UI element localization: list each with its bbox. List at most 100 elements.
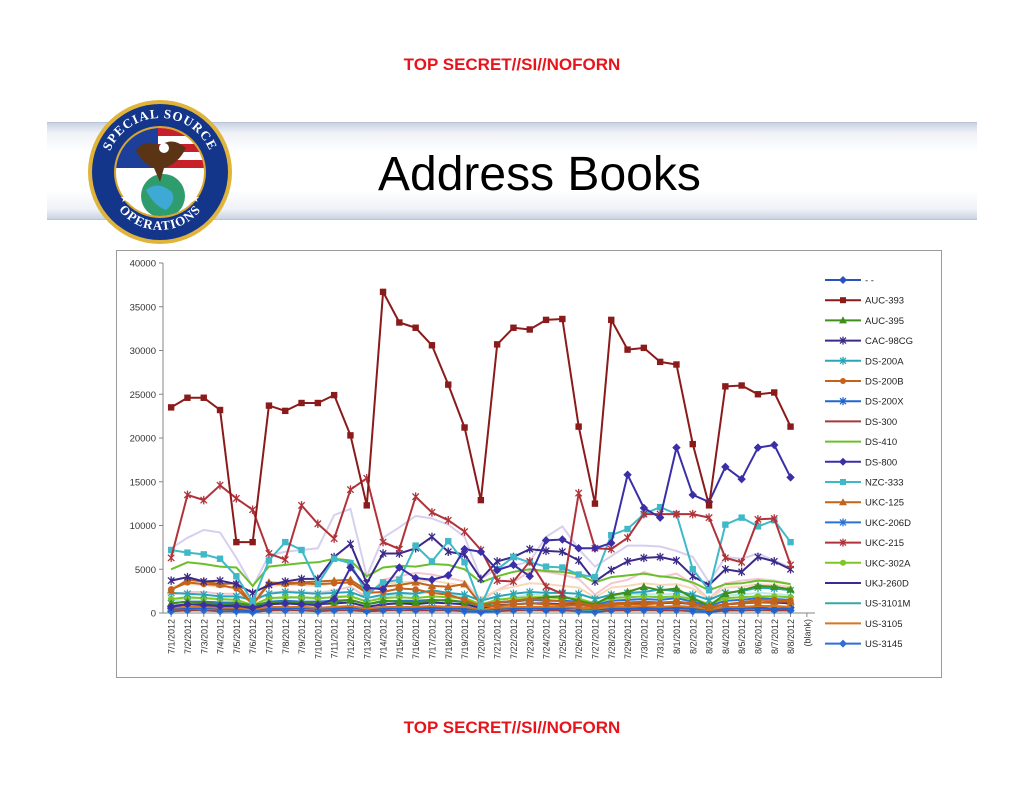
data-point-nzc-333	[754, 523, 762, 530]
data-point-ds-800	[753, 443, 763, 452]
x-tick-label: 7/22/2012	[509, 619, 519, 659]
x-tick-label: 8/8/2012	[786, 619, 796, 654]
data-point-auc-395	[623, 587, 632, 596]
data-point-ds-800	[460, 544, 469, 554]
x-tick-label: 7/28/2012	[607, 619, 617, 659]
y-tick-label: 15000	[130, 477, 156, 488]
data-point-nzc-333	[184, 549, 191, 556]
data-point-nzc-333	[705, 587, 713, 594]
special-source-operations-seal: ★ ★ ★ ★ SPECIAL SOURCE OPERATIONS	[88, 100, 232, 244]
data-point-auc-393	[656, 358, 664, 366]
x-tick-label: 7/26/2012	[574, 619, 584, 659]
data-point-auc-393	[542, 316, 550, 324]
data-point-nzc-333	[379, 579, 387, 586]
data-point-auc-393	[477, 496, 485, 504]
data-point-ds-200a	[232, 592, 241, 601]
data-point-auc-395	[688, 593, 697, 602]
data-point-nzc-333	[542, 563, 550, 570]
legend-marker	[839, 316, 847, 324]
data-point-auc-395	[753, 581, 763, 590]
x-tick-label: 7/5/2012	[232, 619, 242, 654]
data-point-ukc-302a	[673, 593, 680, 600]
data-point-auc-395	[655, 586, 665, 594]
data-point-ds-200b	[445, 591, 452, 598]
legend-label: DS-410	[865, 437, 897, 448]
data-point-ds-800	[590, 544, 600, 553]
data-point-auc-393	[738, 382, 745, 389]
data-point-ds-800	[623, 470, 632, 479]
data-point-ukc-125	[688, 599, 697, 607]
data-point-nzc-333	[591, 573, 599, 581]
legend-label: DS-300	[865, 417, 897, 428]
data-point-nzc-333	[216, 555, 224, 562]
data-point-auc-393	[787, 423, 794, 430]
data-point-ukc-125	[607, 599, 616, 607]
data-point-ds-200a	[200, 590, 208, 599]
data-point-nzc-333	[656, 503, 664, 511]
data-point-ukc-125	[704, 603, 714, 611]
data-point-cac-98cg	[721, 565, 730, 574]
data-point-auc-393	[200, 394, 207, 401]
data-point-ukc-215	[248, 505, 257, 514]
data-point-cac-98cg	[754, 552, 762, 562]
legend-label: UKC-302A	[865, 558, 911, 569]
data-point-auc-395	[607, 591, 616, 599]
data-point-cac-98cg	[656, 552, 664, 562]
legend-label: CAC-98CG	[865, 336, 913, 347]
data-point-auc-393	[673, 361, 680, 368]
data-point-auc-395	[395, 597, 404, 605]
y-tick-label: 25000	[130, 390, 156, 401]
data-point-ds-800	[688, 490, 697, 500]
data-point-auc-393	[705, 502, 713, 509]
data-point-nzc-333	[265, 557, 273, 564]
data-point-cac-98cg	[607, 565, 615, 575]
data-point-nzc-333	[787, 538, 794, 546]
series-line-auc-393	[170, 288, 792, 544]
data-point-auc-395	[786, 585, 795, 593]
data-point-ds-800	[329, 594, 339, 604]
data-point-cac-98cg	[200, 577, 208, 586]
data-point-ukc-215	[493, 576, 501, 585]
data-point-auc-393	[265, 402, 273, 409]
data-point-ukc-125	[395, 580, 404, 589]
data-point-ds-200b	[461, 596, 468, 604]
data-point-cac-98cg	[558, 547, 567, 556]
page-title: Address Books	[378, 148, 701, 201]
data-point-ds-800	[232, 601, 241, 611]
data-point-ukc-215	[542, 582, 550, 591]
svg-text:★: ★	[116, 170, 126, 183]
data-point-nzc-333	[412, 542, 419, 549]
data-point-ds-800	[476, 547, 486, 556]
data-point-auc-393	[493, 341, 501, 348]
data-point-ukc-125	[427, 581, 437, 590]
data-point-ukc-302a	[298, 594, 305, 601]
data-point-nzc-333	[298, 546, 305, 554]
data-point-auc-393	[282, 407, 289, 415]
data-point-ds-200a	[281, 587, 289, 597]
y-tick-label: 30000	[130, 346, 156, 357]
data-point-ds-200b	[428, 589, 436, 597]
data-point-ukc-302a	[282, 594, 289, 601]
legend-label: AUC-395	[865, 316, 904, 327]
data-point-ukc-125	[329, 576, 339, 584]
data-point-cac-98cg	[640, 553, 648, 563]
data-point-ds-200a	[216, 592, 224, 601]
legend-label: AUC-393	[865, 296, 904, 307]
x-tick-label: 7/14/2012	[379, 619, 389, 659]
x-tick-label: 7/12/2012	[346, 619, 356, 659]
x-tick-label: 7/27/2012	[590, 619, 600, 659]
data-point-auc-393	[510, 324, 517, 331]
data-point-ukc-302a	[314, 594, 322, 602]
y-tick-label: 10000	[130, 521, 156, 532]
x-tick-label: 7/9/2012	[297, 619, 307, 654]
data-point-ukc-215	[705, 513, 713, 522]
data-point-ukc-125	[525, 594, 534, 603]
classification-banner-top: TOP SECRET//SI//NOFORN	[403, 55, 621, 74]
data-point-auc-395	[378, 596, 388, 604]
x-tick-label: 7/17/2012	[427, 619, 437, 659]
data-point-ukc-125	[492, 598, 502, 606]
legend-marker	[839, 498, 847, 506]
x-tick-label: 8/2/2012	[688, 619, 698, 654]
data-point-ds-800	[525, 572, 534, 581]
data-point-ukc-215	[183, 490, 192, 500]
